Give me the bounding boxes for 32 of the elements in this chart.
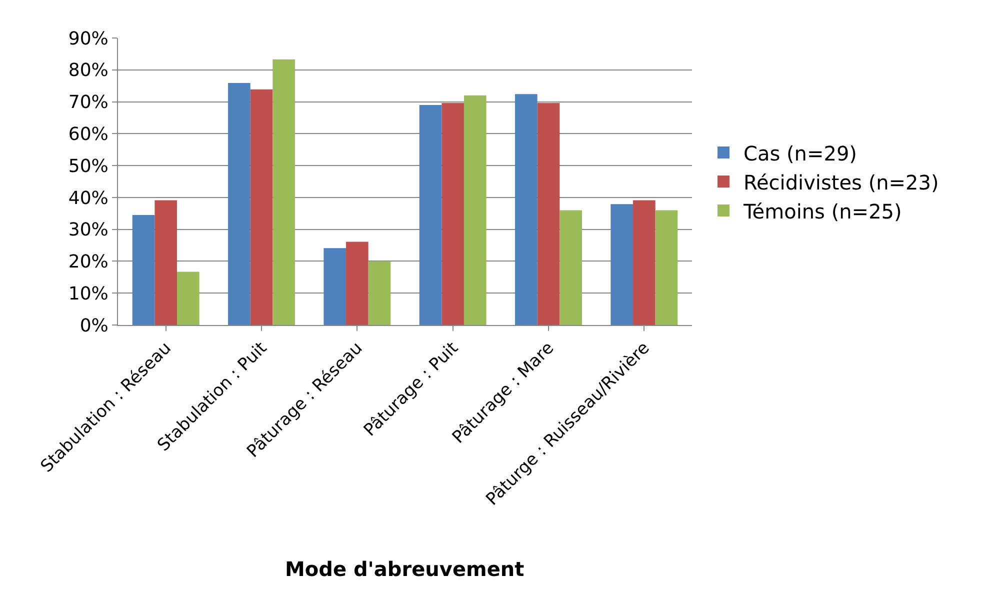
bar — [610, 204, 634, 325]
y-tick-label: 80% — [68, 60, 108, 82]
bar — [250, 89, 273, 325]
bar — [154, 200, 177, 325]
bar — [228, 82, 250, 325]
bar — [368, 261, 391, 325]
bar — [272, 59, 295, 325]
y-tick-label: 40% — [68, 188, 108, 209]
y-tick-label: 0% — [80, 315, 108, 336]
bar — [442, 103, 464, 325]
x-axis-title: Mode d'abreuvement — [285, 557, 525, 581]
bar — [419, 104, 442, 325]
y-tick-label: 60% — [68, 124, 108, 145]
bar — [346, 242, 368, 325]
y-tick-label: 70% — [68, 92, 108, 114]
legend-label: Récidivistes (n=23) — [743, 170, 939, 194]
bar — [324, 248, 346, 325]
y-tick-label: 50% — [68, 156, 108, 177]
legend-label: Témoins (n=25) — [742, 199, 902, 224]
bar — [464, 95, 486, 325]
bar — [560, 210, 582, 325]
legend-label: Cas (n=29) — [743, 141, 857, 166]
bar — [515, 94, 538, 325]
bar — [655, 210, 678, 325]
bar — [176, 272, 200, 325]
y-tick-label: 30% — [68, 220, 108, 241]
y-tick-label: 90% — [68, 28, 108, 50]
bar — [537, 103, 560, 325]
bar — [132, 214, 155, 325]
y-tick-label: 20% — [68, 252, 108, 273]
bar — [633, 200, 656, 325]
y-tick-label: 10% — [68, 283, 108, 304]
